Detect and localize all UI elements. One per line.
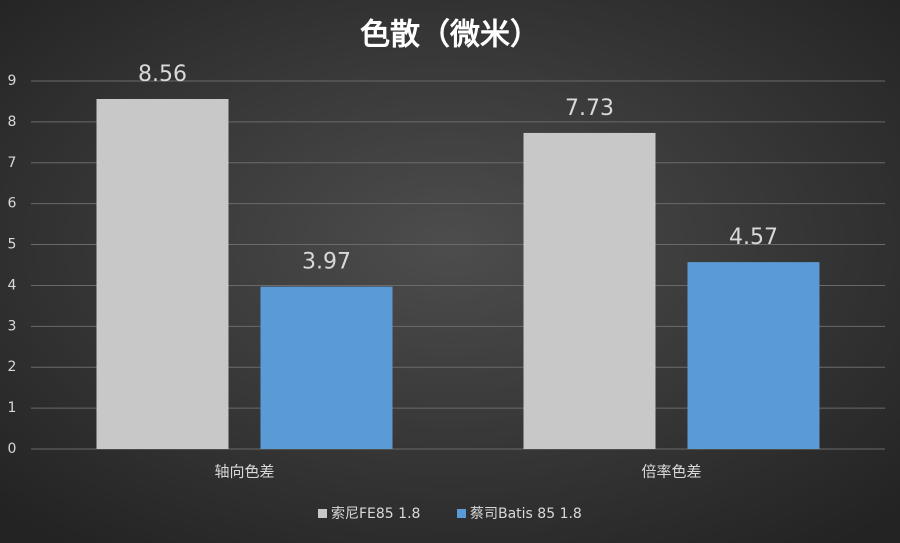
y-tick-label: 8 — [8, 114, 17, 130]
value-label: 4.57 — [729, 225, 778, 250]
x-tick-label: 轴向色差 — [214, 463, 274, 481]
y-tick-label: 6 — [8, 196, 17, 212]
y-tick-label: 1 — [8, 400, 17, 416]
y-tick-label: 3 — [8, 318, 17, 334]
y-tick-label: 9 — [8, 73, 17, 89]
value-label: 8.56 — [138, 62, 187, 87]
y-tick-label: 0 — [8, 441, 17, 457]
y-tick-label: 2 — [8, 359, 17, 375]
legend-swatch — [318, 509, 327, 518]
x-tick-label: 倍率色差 — [641, 463, 701, 481]
value-label: 3.97 — [302, 250, 351, 275]
value-label: 7.73 — [565, 96, 614, 121]
bar — [96, 98, 229, 449]
y-tick-label: 5 — [8, 237, 17, 253]
y-tick-label: 7 — [8, 155, 17, 171]
legend-label: 索尼FE85 1.8 — [331, 505, 420, 522]
legend-swatch — [457, 509, 466, 518]
bar — [523, 132, 656, 449]
bar — [260, 286, 393, 449]
chart-title: 色散（微米） — [360, 18, 540, 53]
bar — [687, 262, 820, 449]
y-tick-label: 4 — [8, 277, 17, 293]
legend-label: 蔡司Batis 85 1.8 — [470, 506, 582, 522]
